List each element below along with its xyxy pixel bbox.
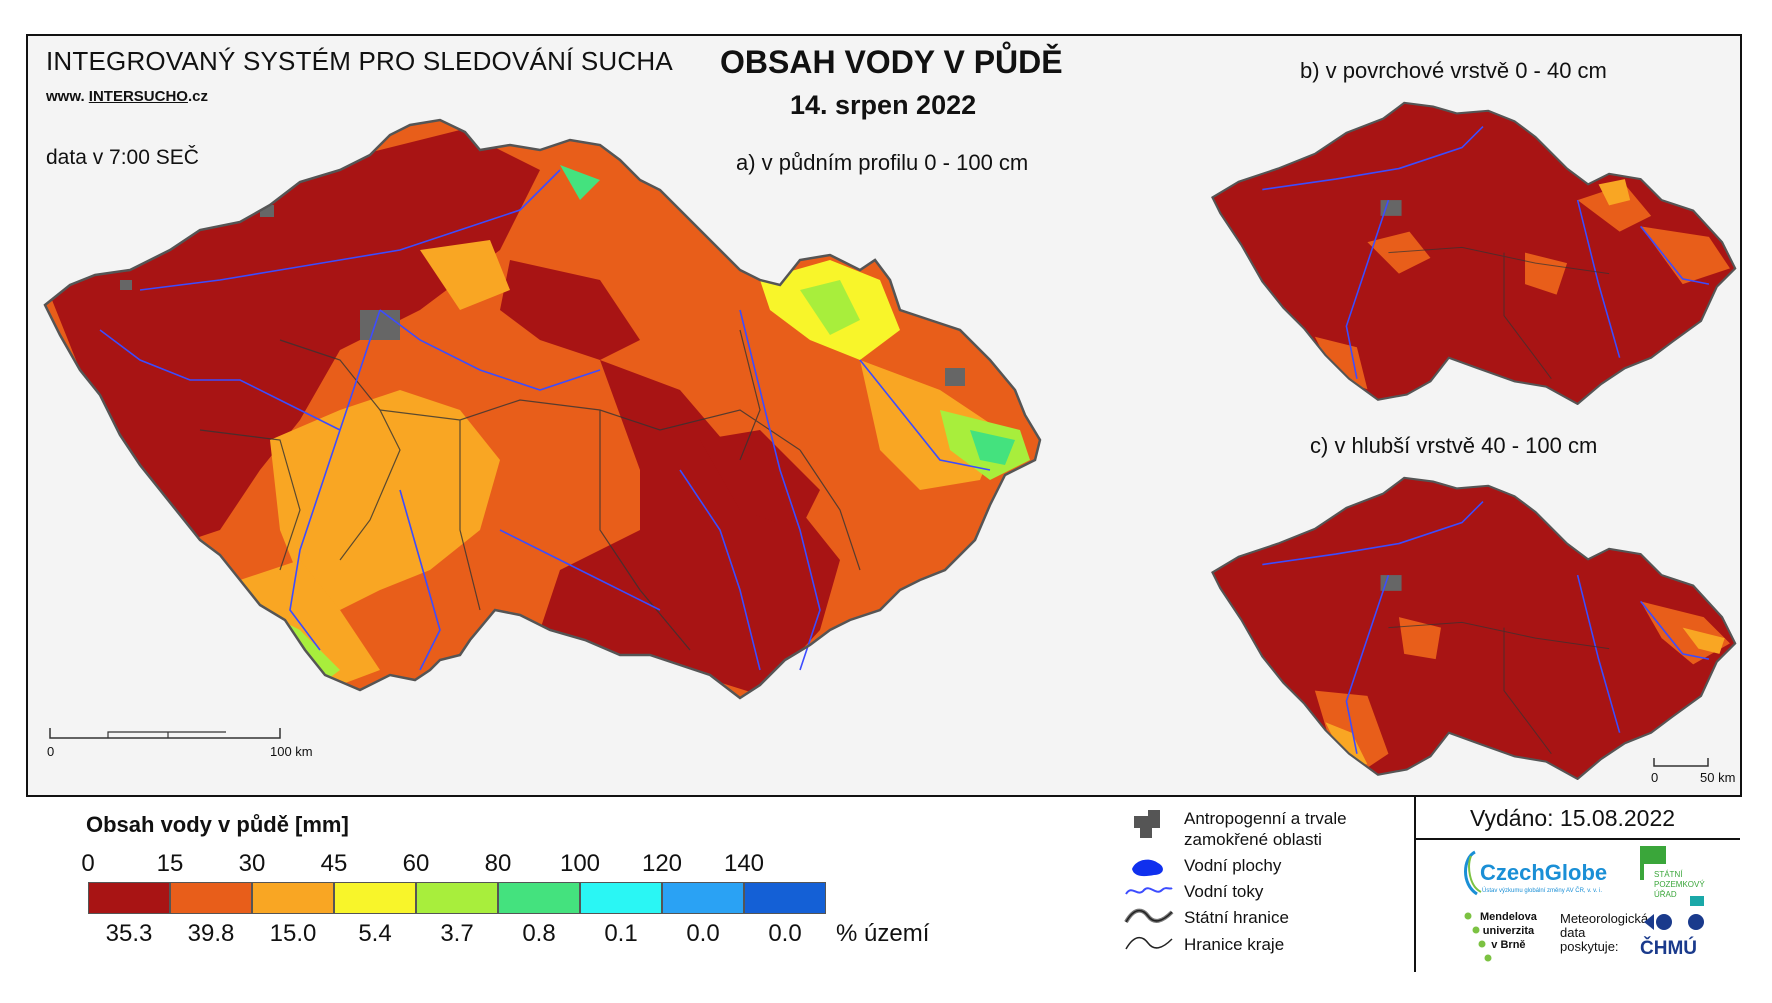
spu-logo-text: STÁTNÍ POZEMKOVÝ ÚŘAD (1654, 870, 1705, 899)
symbol-region-border-label: Hranice kraje (1184, 935, 1285, 954)
symbol-anthropogenic-label: Antropogenní a trvale zamokřené oblasti (1184, 809, 1347, 849)
mendel-logo-text: Mendelova univerzita v Brně (1480, 911, 1537, 951)
region-border-icon (1125, 936, 1173, 950)
map-date: 14. srpen 2022 (790, 90, 977, 120)
czechglobe-logo (1464, 850, 1482, 896)
spu-logo-stem (1640, 856, 1644, 880)
scale-main-end: 100 km (270, 744, 313, 759)
legend-tick: 0 (81, 850, 95, 877)
issued-date: Vydáno: 15.08.2022 (1470, 805, 1676, 831)
chmu-logo-symbol (1644, 914, 1704, 930)
website-link[interactable]: www. INTERSUCHO.cz (46, 88, 208, 105)
spu-logo-accent (1690, 896, 1704, 906)
legend-percentage: 0.1 (604, 920, 638, 947)
scale-main-start: 0 (47, 744, 55, 759)
data-time: data v 7:00 SEČ (46, 146, 199, 169)
chmu-logo-text: ČHMÚ (1640, 938, 1697, 959)
legend-tick: 15 (156, 850, 184, 877)
legend-percentage: 3.7 (440, 920, 474, 947)
water-body-icon (1132, 859, 1163, 877)
czechglobe-subtitle: Ústav výzkumu globální změny AV ČR, v. v… (1482, 888, 1603, 894)
legend-percentage: 15.0 (269, 920, 317, 947)
meteo-data-text: Meteorologická data poskytuje: (1560, 911, 1649, 954)
legend-color-box (252, 882, 334, 914)
scale-bar-small (1653, 758, 1709, 767)
spu-logo-mark (1640, 846, 1666, 864)
scale-small-start: 0 (1651, 770, 1659, 785)
map-b-label: b) v povrchové vrstvě 0 - 40 cm (1300, 58, 1607, 83)
legend-color-box (580, 882, 662, 914)
map-c (1211, 476, 1737, 780)
legend-percentage: 0.0 (686, 920, 720, 947)
legend-tick: 140 (723, 850, 765, 877)
legend-percentage: 0.8 (522, 920, 556, 947)
legend-tick: 30 (238, 850, 266, 877)
legend-percentage: 0.0 (768, 920, 802, 947)
legend-tick: 45 (320, 850, 348, 877)
legend-color-box (170, 882, 252, 914)
symbol-river-label: Vodní toky (1184, 882, 1264, 901)
legend-color-box (334, 882, 416, 914)
legend-color-box (416, 882, 498, 914)
legend-tick: 60 (402, 850, 430, 877)
czechglobe-name: CzechGlobe (1480, 860, 1608, 885)
percent-territory-label: % území (836, 920, 930, 947)
legend-title: Obsah vody v půdě [mm] (86, 812, 349, 837)
system-title: INTEGROVANÝ SYSTÉM PRO SLEDOVÁNÍ SUCHA (46, 46, 673, 76)
map-a (43, 118, 1042, 700)
scale-bar-main (49, 728, 281, 739)
legend-percentage: 39.8 (187, 920, 235, 947)
symbol-state-border-label: Státní hranice (1184, 908, 1289, 927)
page-title: OBSAH VODY V PŮDĚ (720, 44, 1063, 80)
scale-small-end: 50 km (1700, 770, 1736, 785)
legend-color-box (662, 882, 744, 914)
river-icon (1125, 887, 1173, 895)
legend-color-box (498, 882, 580, 914)
state-border-icon (1124, 908, 1174, 924)
legend-color-box (88, 882, 170, 914)
map-c-label: c) v hlubší vrstvě 40 - 100 cm (1310, 433, 1598, 458)
issued-divider (1414, 838, 1740, 840)
legend-percentage: 5.4 (358, 920, 392, 947)
anthropogenic-area-icon (1134, 810, 1160, 838)
legend-tick: 120 (641, 850, 683, 877)
legend-tick: 100 (559, 850, 601, 877)
legend-percentage: 35.3 (105, 920, 153, 947)
legend-color-box (744, 882, 826, 914)
legend-tick: 80 (484, 850, 512, 877)
map-b (1211, 101, 1737, 405)
symbol-water-label: Vodní plochy (1184, 856, 1282, 875)
map-a-label: a) v půdním profilu 0 - 100 cm (736, 150, 1029, 175)
mendel-logo-dots (1464, 912, 1492, 962)
